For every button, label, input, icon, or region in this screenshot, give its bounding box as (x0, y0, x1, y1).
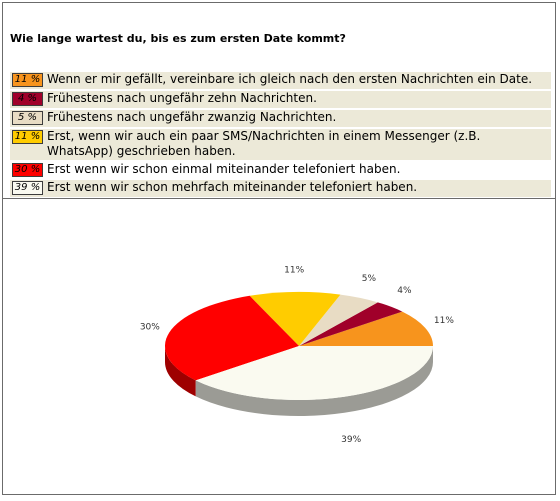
legend-row: 11 % Erst, wenn wir auch ein paar SMS/Na… (10, 129, 551, 160)
legend-row: 11 % Wenn er mir gefällt, vereinbare ich… (10, 72, 551, 89)
pie-label-4: 30% (140, 323, 160, 333)
pie-slice-3 (249, 292, 341, 346)
percent-badge: 4 % (12, 92, 43, 106)
pie-slice-2 (299, 294, 378, 346)
pie-label-0: 11% (434, 316, 454, 326)
percent-badge: 11 % (12, 73, 43, 87)
legend-row: 30 % Erst wenn wir schon einmal miteinan… (10, 162, 551, 179)
option-text: Frühestens nach ungefähr zehn Nachrichte… (47, 91, 317, 105)
percent-badge: 5 % (12, 111, 43, 125)
legend-row: 5 % Frühestens nach ungefähr zwanzig Nac… (10, 110, 551, 127)
legend-row: 4 % Frühestens nach ungefähr zehn Nachri… (10, 91, 551, 108)
pie-slice-1 (299, 302, 403, 346)
option-text: Erst wenn wir schon mehrfach miteinander… (47, 180, 418, 194)
pie-slice-4 (164, 295, 299, 381)
pie-label-1: 4% (397, 286, 412, 296)
pie-slice-0 (299, 311, 433, 346)
percent-badge: 11 % (12, 130, 43, 144)
pie-slice-5 (195, 346, 433, 400)
option-text: Erst, wenn wir auch ein paar SMS/Nachric… (47, 129, 481, 158)
poll-panel: Wie lange wartest du, bis es zum ersten … (2, 2, 556, 495)
pie-side-4 (165, 346, 196, 397)
pie-chart: 11% 4% 5% 11% 30% 39% (140, 266, 455, 445)
poll-question: Wie lange wartest du, bis es zum ersten … (10, 32, 346, 45)
pie-label-2: 5% (362, 274, 377, 284)
divider (3, 198, 555, 199)
option-text: Wenn er mir gefällt, vereinbare ich glei… (47, 72, 533, 86)
option-text: Frühestens nach ungefähr zwanzig Nachric… (47, 110, 337, 124)
pie-side-5 (195, 346, 433, 416)
pie-label-5: 39% (341, 435, 361, 445)
pie-label-3: 11% (284, 266, 304, 276)
percent-badge: 30 % (12, 163, 43, 177)
legend-row: 39 % Erst wenn wir schon mehrfach mitein… (10, 180, 551, 197)
percent-badge: 39 % (12, 181, 43, 195)
option-text: Erst wenn wir schon einmal miteinander t… (47, 162, 401, 176)
